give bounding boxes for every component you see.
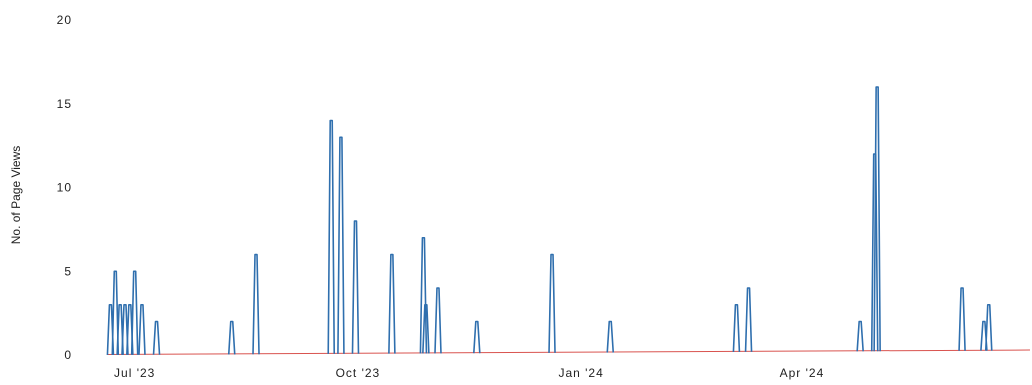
data-spike [388,253,396,354]
y-tick-label: 5 [64,264,72,278]
y-tick-label: 0 [64,348,72,362]
data-spike [548,253,556,353]
data-spike [327,119,336,354]
data-spike [732,303,741,352]
y-tick-label: 20 [57,13,72,27]
x-tick-label: Apr '24 [780,366,825,380]
data-spike [744,287,753,352]
data-spike [984,303,993,351]
data-spike [252,253,260,355]
data-spike [130,270,139,355]
y-tick-label: 10 [57,181,72,195]
data-spike [111,270,120,355]
x-tick-label: Oct '23 [336,366,381,380]
data-spike [606,320,615,353]
data-spike [138,303,146,355]
data-spike [856,320,864,352]
data-spike [958,287,966,351]
data-spike [351,220,360,354]
data-spike [227,320,236,355]
data-spike [116,303,124,355]
data-spike [870,153,879,352]
y-tick-label: 15 [57,97,72,111]
data-spike [121,303,129,355]
y-axis-label: No. of Page Views [9,146,23,245]
data-spike [873,86,881,352]
data-spike [419,236,428,354]
data-spike [473,320,481,354]
data-spike [152,320,161,355]
data-spike [434,287,442,354]
zero-baseline [107,349,1031,355]
x-tick-label: Jan '24 [558,366,603,380]
data-spike [422,303,430,354]
x-tick-label: Jul '23 [114,366,155,380]
data-spike [337,136,345,354]
